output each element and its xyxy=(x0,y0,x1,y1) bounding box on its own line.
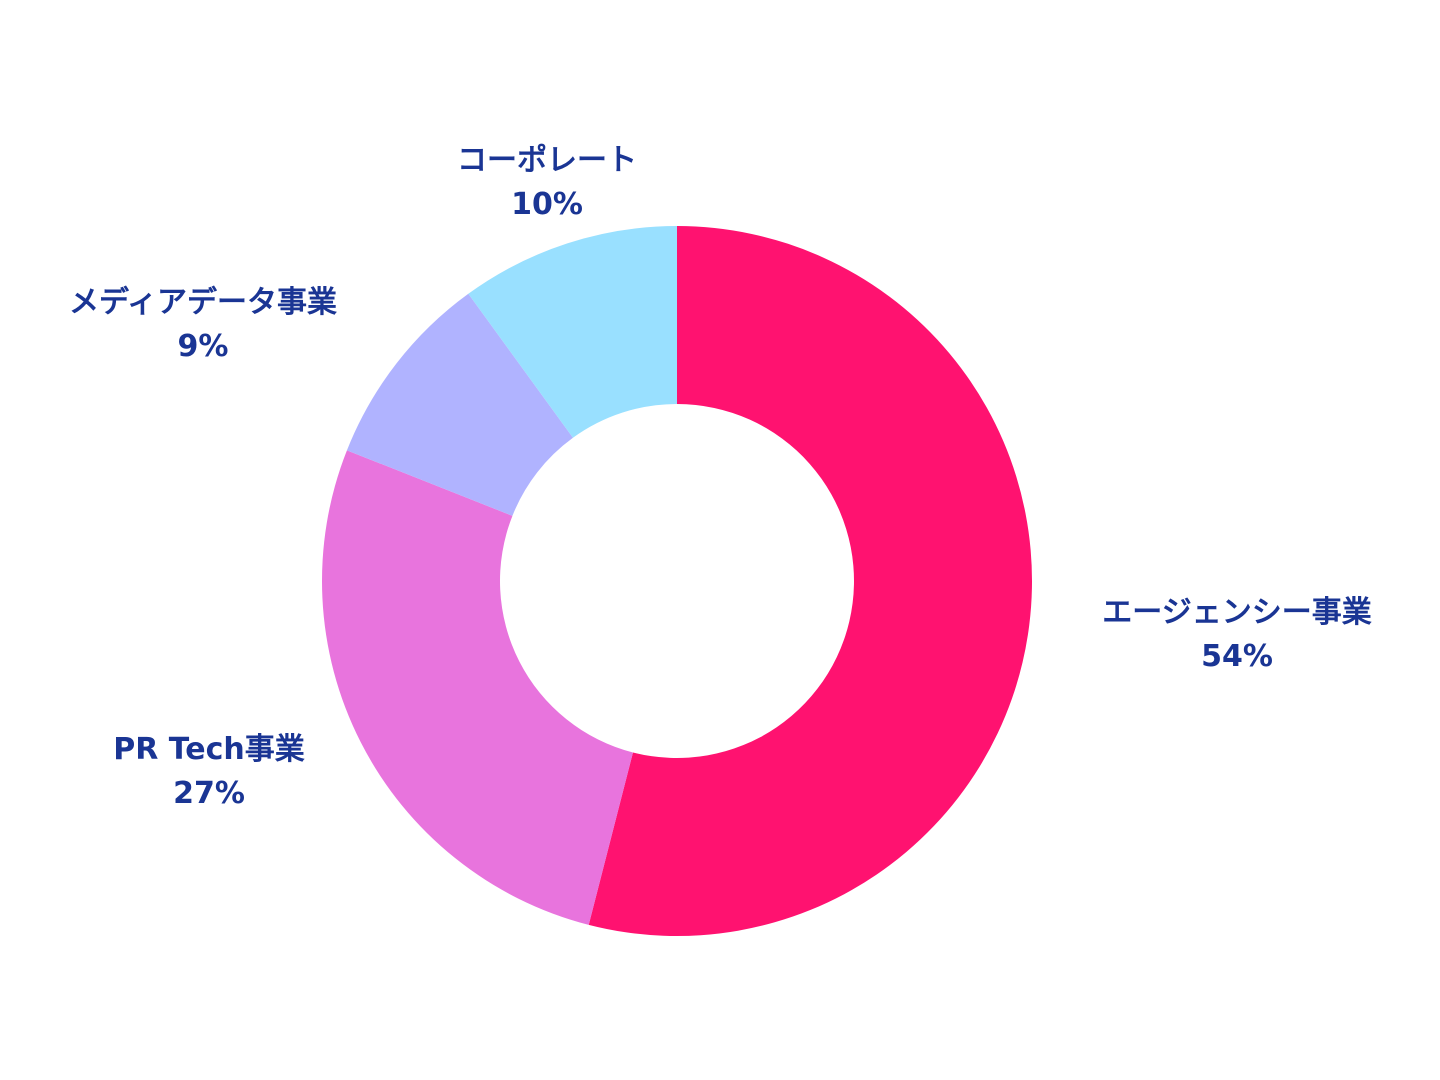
slice-label-mediadata: メディアデータ事業 9% xyxy=(69,281,337,369)
slice-percent-prtech: 27% xyxy=(173,776,245,811)
slice-name-agency: エージェンシー事業 xyxy=(1102,595,1372,630)
slice-percent-agency: 54% xyxy=(1201,639,1273,674)
slice-label-prtech: PR Tech事業 27% xyxy=(113,728,305,816)
slice-name-corporate: コーポレート xyxy=(457,143,637,178)
slice-corporate xyxy=(468,226,677,438)
slice-label-agency: エージェンシー事業 54% xyxy=(1102,591,1371,679)
slice-agency xyxy=(588,226,1032,936)
slice-percent-corporate: 10% xyxy=(511,187,583,222)
slice-label-corporate: コーポレート 10% xyxy=(457,139,637,227)
slices-group xyxy=(321,226,1032,936)
slice-mediadata xyxy=(346,293,573,516)
slice-name-mediadata: メディアデータ事業 xyxy=(69,285,337,320)
slice-name-prtech: PR Tech事業 xyxy=(113,732,305,767)
slice-prtech xyxy=(321,450,633,925)
slice-percent-mediadata: 9% xyxy=(177,329,229,364)
